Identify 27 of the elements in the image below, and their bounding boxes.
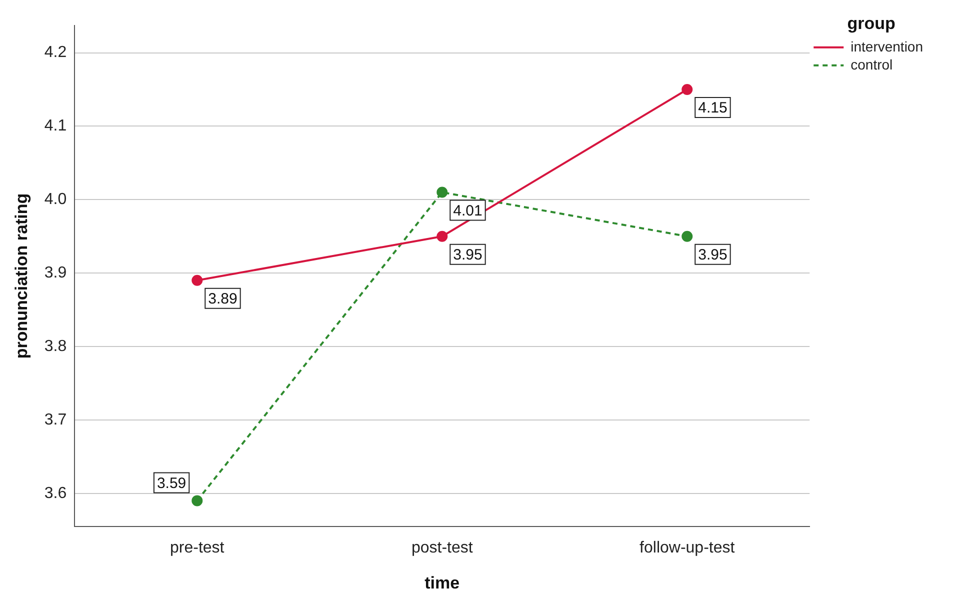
- x-axis-title: time: [424, 573, 460, 592]
- y-tick-label: 3.6: [44, 484, 67, 502]
- data-label: 3.59: [156, 474, 186, 492]
- point: [436, 230, 448, 242]
- legend-label: control: [850, 56, 893, 72]
- legend-title: group: [847, 14, 896, 34]
- x-tick-label: pre-test: [170, 539, 225, 556]
- point: [682, 230, 693, 242]
- point: [436, 186, 448, 198]
- y-tick-label: 3.9: [44, 264, 67, 282]
- data-label: 3.89: [208, 290, 238, 308]
- y-axis-title: pronunciation rating: [12, 193, 31, 359]
- data-label: 3.95: [453, 246, 482, 264]
- y-tick-label: 3.7: [44, 411, 67, 428]
- data-label: 3.95: [698, 246, 728, 264]
- y-tick-label: 4.2: [44, 44, 67, 62]
- point: [682, 84, 693, 95]
- y-tick-label: 4.0: [44, 191, 67, 208]
- point: [192, 274, 203, 286]
- x-tick-label: follow-up-test: [640, 539, 736, 556]
- data-label: 4.01: [453, 202, 482, 220]
- legend-label: intervention: [850, 38, 924, 54]
- x-tick-label: post-test: [411, 539, 474, 556]
- y-tick-label: 4.1: [44, 118, 67, 135]
- data-label: 4.15: [698, 100, 728, 117]
- point: [192, 495, 203, 506]
- y-tick-label: 3.8: [44, 338, 67, 355]
